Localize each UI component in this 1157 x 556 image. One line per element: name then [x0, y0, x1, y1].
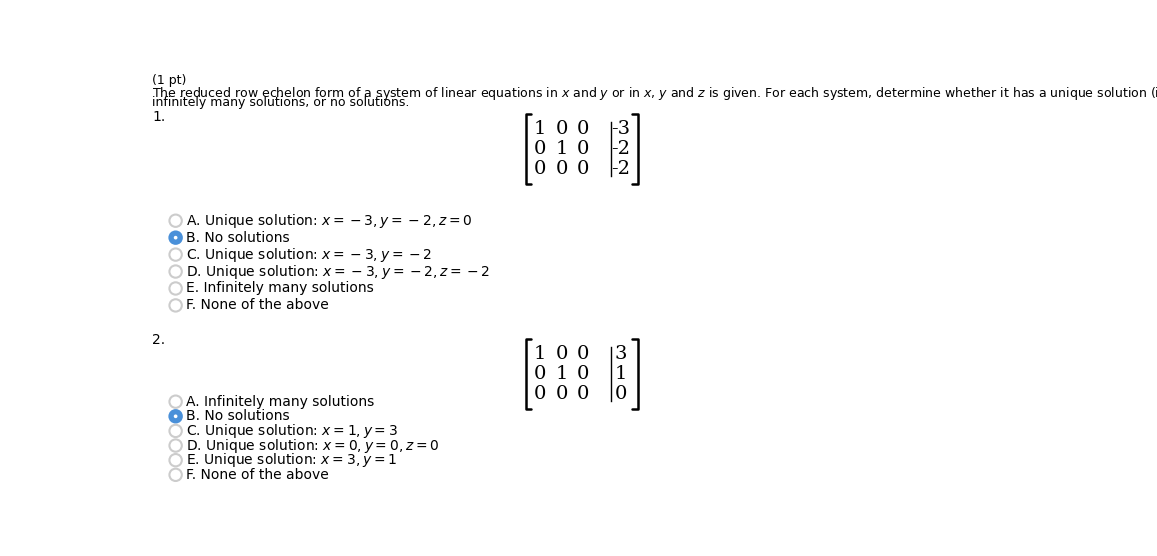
Text: 0: 0: [555, 160, 568, 178]
Text: 1: 1: [533, 120, 546, 138]
Text: 0: 0: [533, 385, 546, 403]
Circle shape: [174, 414, 177, 418]
Text: 0: 0: [577, 365, 589, 383]
Circle shape: [174, 236, 177, 240]
Text: 0: 0: [533, 140, 546, 158]
Text: 0: 0: [533, 160, 546, 178]
Text: C. Unique solution: $x = -3, y = -2$: C. Unique solution: $x = -3, y = -2$: [186, 246, 433, 264]
Text: 0: 0: [577, 345, 589, 363]
Text: 1: 1: [533, 345, 546, 363]
Text: 2.: 2.: [153, 333, 165, 347]
Text: 0: 0: [555, 120, 568, 138]
Text: 1: 1: [555, 140, 568, 158]
Text: 0: 0: [533, 365, 546, 383]
Text: D. Unique solution: $x = 0, y = 0, z = 0$: D. Unique solution: $x = 0, y = 0, z = 0…: [186, 436, 440, 455]
Text: F. None of the above: F. None of the above: [186, 468, 330, 482]
Text: 0: 0: [577, 140, 589, 158]
Text: 0: 0: [577, 160, 589, 178]
Text: E. Infinitely many solutions: E. Infinitely many solutions: [186, 281, 374, 295]
Text: A. Infinitely many solutions: A. Infinitely many solutions: [186, 395, 375, 409]
Text: 1: 1: [555, 365, 568, 383]
Text: -2: -2: [611, 160, 629, 178]
Text: D. Unique solution: $x = -3, y = -2, z = -2$: D. Unique solution: $x = -3, y = -2, z =…: [186, 262, 491, 281]
Text: (1 pt): (1 pt): [153, 75, 186, 87]
Text: The reduced row echelon form of a system of linear equations in $x$ and $y$ or i: The reduced row echelon form of a system…: [153, 85, 1157, 102]
Text: 1: 1: [614, 365, 627, 383]
Text: B. No solutions: B. No solutions: [186, 409, 290, 423]
Text: A. Unique solution: $x = -3, y = -2, z = 0$: A. Unique solution: $x = -3, y = -2, z =…: [186, 212, 473, 230]
Text: E. Unique solution: $x = 3, y = 1$: E. Unique solution: $x = 3, y = 1$: [186, 451, 398, 469]
Circle shape: [169, 231, 182, 244]
Text: 3: 3: [614, 345, 627, 363]
Text: 0: 0: [577, 120, 589, 138]
Circle shape: [169, 410, 182, 423]
Text: B. No solutions: B. No solutions: [186, 231, 290, 245]
Text: C. Unique solution: $x = 1, y = 3$: C. Unique solution: $x = 1, y = 3$: [186, 422, 398, 440]
Text: 1.: 1.: [153, 110, 165, 124]
Text: 0: 0: [614, 385, 627, 403]
Text: 0: 0: [555, 385, 568, 403]
Text: F. None of the above: F. None of the above: [186, 299, 330, 312]
Text: -3: -3: [611, 120, 631, 138]
Text: 0: 0: [577, 385, 589, 403]
Text: -2: -2: [611, 140, 629, 158]
Text: infinitely many solutions, or no solutions.: infinitely many solutions, or no solutio…: [153, 96, 410, 109]
Text: 0: 0: [555, 345, 568, 363]
